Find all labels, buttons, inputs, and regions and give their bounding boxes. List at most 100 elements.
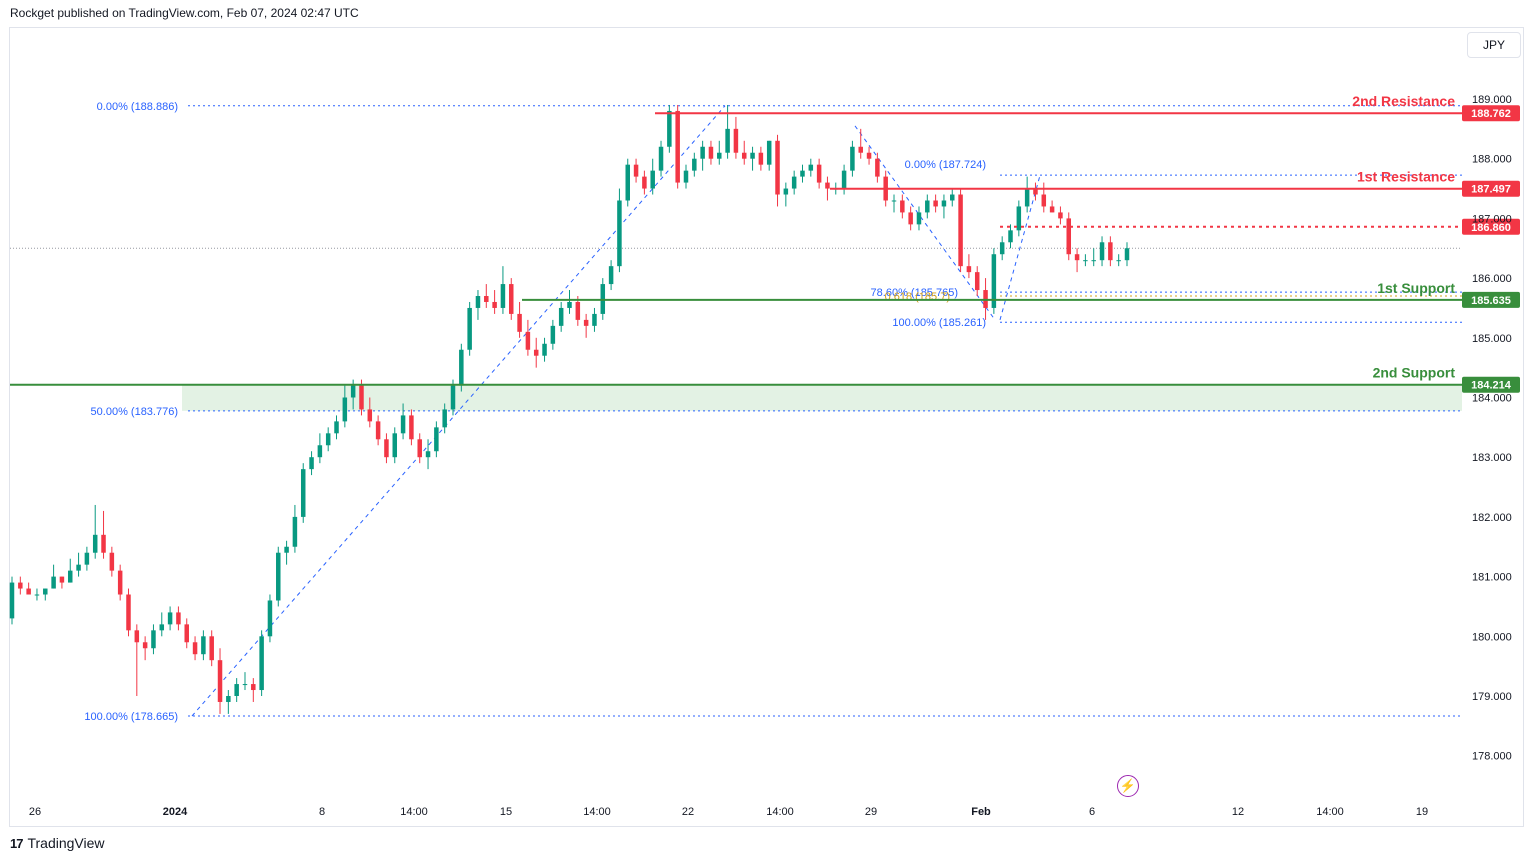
time-tick-label: 14:00 [766, 806, 794, 818]
candle-body [858, 146, 863, 153]
candle-body [259, 636, 264, 691]
candle-body [67, 570, 73, 583]
candle-body [59, 576, 65, 583]
price-tag-text: 186.860 [1471, 222, 1511, 234]
candle-body [400, 415, 406, 434]
candle-body [292, 516, 298, 547]
time-tick-label: 14:00 [583, 806, 611, 818]
level-label: 2nd Support [1373, 365, 1456, 381]
candle-body [650, 170, 655, 189]
candle-body [417, 439, 422, 458]
candle-body [392, 433, 398, 458]
candle-body [933, 200, 938, 207]
candle-body [608, 266, 614, 285]
tradingview-brand[interactable]: 17 TradingView [10, 835, 105, 851]
candle-body [434, 427, 439, 452]
candle-body [159, 624, 165, 631]
candle-body [925, 200, 930, 213]
candle-body [109, 552, 115, 571]
candle-body [151, 630, 156, 649]
candle-body [142, 642, 148, 649]
candle-body [550, 325, 556, 344]
candle-body [317, 445, 323, 458]
candle-body [475, 296, 481, 308]
chart-frame[interactable] [9, 27, 1524, 827]
candle-body [101, 534, 106, 553]
currency-button[interactable]: JPY [1467, 32, 1521, 58]
time-tick-label: 15 [500, 806, 512, 818]
candle-body [251, 684, 256, 691]
candle-body [217, 660, 223, 702]
candle-body [1099, 242, 1105, 261]
candle-body [209, 636, 214, 661]
candle-body [733, 128, 739, 153]
candle-body [692, 158, 697, 171]
price-tick-label: 182.000 [1472, 512, 1512, 524]
price-tick-label: 187.000 [1472, 213, 1512, 225]
fib-large-label: 100.00% (178.665) [84, 711, 178, 723]
candle-body [76, 564, 81, 571]
candle-body [908, 212, 913, 225]
key-levels: 2nd Resistance 188.762 1st Resistance 187.4… [10, 93, 1520, 393]
lightning-icon[interactable]: ⚡ [1117, 775, 1139, 797]
candle-body [1008, 230, 1013, 243]
candle-body [309, 457, 314, 470]
candle-body [342, 397, 348, 422]
candle-body [717, 152, 722, 159]
price-tick-label: 189.000 [1472, 94, 1512, 106]
candle-body [766, 140, 772, 165]
price-tag-bg [1462, 105, 1520, 122]
price-tick-label: 188.000 [1472, 154, 1512, 166]
publisher-header: Rockget published on TradingView.com, Fe… [10, 6, 359, 20]
price-tick-label: 178.000 [1472, 751, 1512, 763]
candle-body [583, 319, 589, 326]
price-tag-bg [1462, 376, 1520, 393]
candle-body [708, 146, 714, 159]
candle-body [484, 296, 489, 302]
price-tick-label: 179.000 [1472, 691, 1512, 703]
candle-body [409, 415, 414, 440]
time-tick-label: 12 [1232, 806, 1244, 818]
candle-body [442, 409, 447, 428]
candle-body [941, 200, 947, 207]
time-tick-label: 14:00 [1316, 806, 1344, 818]
candle-body [1024, 188, 1030, 207]
fib-large-label: 50.00% (183.776) [91, 406, 178, 418]
candle-body [617, 200, 622, 267]
support-zone [182, 384, 1462, 411]
candle-body [84, 552, 90, 565]
candle-body [700, 146, 705, 159]
candle-body [350, 385, 356, 398]
candle-body [1108, 242, 1113, 261]
candle-body [126, 594, 131, 631]
candle-body [958, 194, 963, 267]
candle-body [1091, 260, 1096, 262]
candle-body [808, 164, 814, 171]
candle-body [334, 421, 339, 434]
candle-body [825, 182, 830, 189]
time-tick-label: 6 [1089, 806, 1095, 818]
time-tick-label: 29 [865, 806, 877, 818]
price-tick-label: 186.000 [1472, 273, 1512, 285]
candle-body [117, 570, 123, 595]
price-axis: 189.000 188.000 187.000 186.000 185.000 184.0… [1472, 94, 1512, 763]
price-tag-text: 188.762 [1471, 108, 1511, 120]
price-tag-text: 185.635 [1471, 295, 1511, 307]
candle-body [667, 110, 672, 147]
candle-body [43, 588, 48, 595]
tradingview-logo-icon: 17 [10, 835, 24, 851]
time-axis: 26 2024 8 14:00 15 14:00 22 14:00 29 Feb 6 12 14:00 1… [29, 806, 1428, 818]
candle-body [633, 164, 639, 177]
candle-body [783, 188, 789, 195]
candle-body [916, 212, 922, 225]
candle-body [176, 612, 181, 625]
fibonacci-lines: 0.00% (188.886) 50.00% (183.776) 100.00% (… [84, 101, 1462, 723]
candle-body [51, 576, 56, 589]
brand-name: TradingView [27, 835, 105, 851]
time-tick-label: 8 [319, 806, 325, 818]
time-tick-label: 14:00 [400, 806, 428, 818]
price-tag-text: 184.214 [1471, 380, 1512, 392]
price-tag-bg [1462, 291, 1520, 308]
candle-body [325, 433, 331, 446]
